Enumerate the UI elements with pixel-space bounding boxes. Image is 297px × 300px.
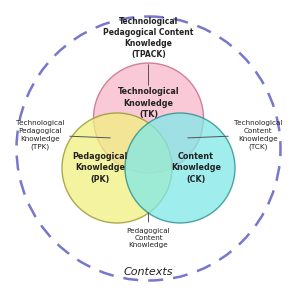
Text: Technological
Pedagogical
Knowledge
(TPK): Technological Pedagogical Knowledge (TPK… (16, 121, 110, 149)
Text: Technological
Knowledge
(TK): Technological Knowledge (TK) (118, 87, 179, 118)
Text: Pedagogical
Content
Knowledge: Pedagogical Content Knowledge (127, 213, 170, 248)
Circle shape (62, 113, 172, 223)
Text: Technological
Pedagogical Content
Knowledge
(TPACK): Technological Pedagogical Content Knowle… (103, 17, 194, 85)
Text: Content
Knowledge
(CK): Content Knowledge (CK) (171, 152, 221, 184)
Text: Pedagogical
Knowledge
(PK): Pedagogical Knowledge (PK) (72, 152, 128, 184)
Text: Technological
Content
Knowledge
(TCK): Technological Content Knowledge (TCK) (188, 121, 282, 149)
Circle shape (125, 113, 235, 223)
Text: Contexts: Contexts (124, 267, 173, 277)
Circle shape (94, 63, 203, 173)
